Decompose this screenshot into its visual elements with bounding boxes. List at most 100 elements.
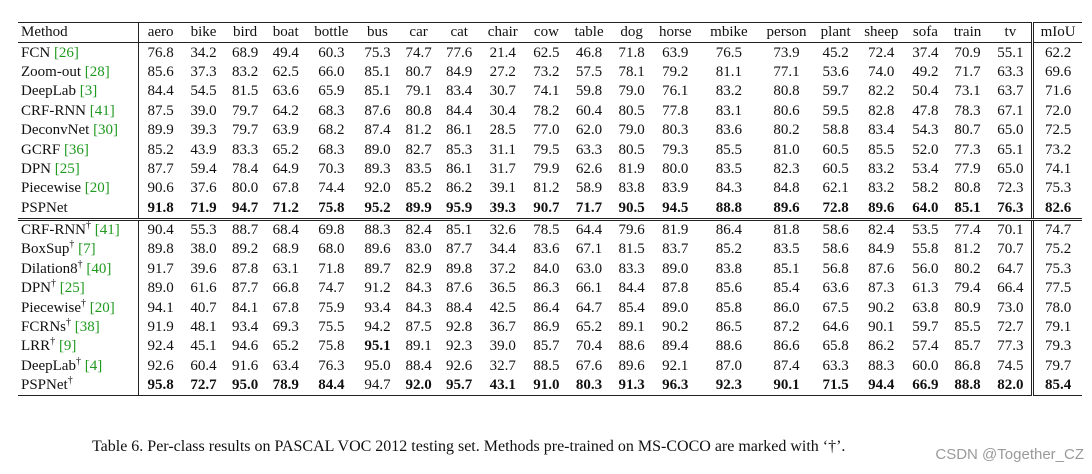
citation: [4] bbox=[84, 357, 103, 374]
value-cell: 80.5 bbox=[618, 102, 645, 119]
value-cell: 58.6 bbox=[822, 222, 849, 239]
table-row: PSPNet† 95.8 72.7 95.0 78.9 84.4 94.7 92.0 95.7 4… bbox=[18, 376, 1082, 397]
value-cell: 63.6 bbox=[822, 280, 849, 297]
value-cell: 90.4 bbox=[147, 222, 174, 239]
value-cell: 85.1 bbox=[364, 63, 391, 80]
value-cell: 71.7 bbox=[954, 63, 981, 80]
value-cell: 79.5 bbox=[533, 141, 560, 158]
table-row: Piecewise [20] 90.6 37.6 80.0 67.8 74.4 92.0 85… bbox=[18, 179, 1082, 199]
table-row: DeconvNet [30] 89.9 39.3 79.7 63.9 68.2 87.4 81… bbox=[18, 120, 1082, 141]
value-cell: 84.9 bbox=[868, 241, 895, 258]
value-cell: 95.0 bbox=[364, 357, 391, 374]
value-cell: 60.5 bbox=[822, 141, 849, 158]
value-cell: 79.0 bbox=[618, 122, 645, 139]
value-cell: 31.1 bbox=[489, 141, 516, 158]
value-cell: 62.5 bbox=[272, 63, 299, 80]
column-header: bike bbox=[182, 22, 225, 44]
value-cell: 87.6 bbox=[868, 260, 895, 277]
value-cell: 70.1 bbox=[997, 222, 1024, 239]
value-cell: 42.5 bbox=[489, 299, 516, 316]
value-cell: 82.3 bbox=[773, 160, 800, 177]
pretrained-mark: † bbox=[51, 278, 57, 290]
value-cell: 88.3 bbox=[364, 222, 391, 239]
value-cell: 77.5 bbox=[1031, 279, 1082, 299]
value-cell: 86.0 bbox=[773, 299, 800, 316]
value-cell: 64.7 bbox=[575, 299, 603, 316]
value-cell: 76.5 bbox=[715, 44, 743, 61]
value-cell: 62.5 bbox=[533, 44, 560, 61]
value-cell: 85.4 bbox=[618, 299, 645, 316]
value-cell: 75.2 bbox=[1031, 240, 1082, 260]
value-cell: 39.3 bbox=[479, 198, 527, 221]
value-cell: 45.1 bbox=[190, 338, 217, 355]
column-header: person bbox=[758, 22, 815, 44]
value-cell: 95.9 bbox=[439, 198, 480, 221]
value-cell: 65.8 bbox=[822, 338, 849, 355]
value-cell: 65.2 bbox=[272, 338, 299, 355]
value-cell: 54.3 bbox=[912, 122, 939, 139]
value-cell: 79.6 bbox=[618, 222, 645, 239]
value-cell: 67.5 bbox=[822, 299, 849, 316]
value-cell: 63.3 bbox=[575, 141, 603, 158]
value-cell: 63.4 bbox=[272, 357, 299, 374]
value-cell: 87.2 bbox=[773, 319, 800, 336]
value-cell: 83.1 bbox=[715, 102, 743, 119]
value-cell: 83.4 bbox=[446, 83, 473, 100]
value-cell: 72.3 bbox=[997, 180, 1024, 197]
value-cell: 87.4 bbox=[773, 357, 800, 374]
value-cell: 71.7 bbox=[566, 198, 612, 221]
method-cell: GCRF [36] bbox=[18, 140, 139, 160]
method-name: Dilation8 bbox=[21, 260, 78, 277]
value-cell: 77.0 bbox=[533, 122, 560, 139]
value-cell: 89.0 bbox=[147, 280, 174, 297]
value-cell: 55.8 bbox=[912, 241, 939, 258]
value-cell: 61.3 bbox=[912, 280, 939, 297]
value-cell: 80.7 bbox=[405, 63, 432, 80]
value-cell: 65.2 bbox=[272, 141, 299, 158]
value-cell: 63.3 bbox=[822, 357, 849, 374]
value-cell: 88.4 bbox=[446, 299, 473, 316]
value-cell: 79.4 bbox=[954, 280, 981, 297]
value-cell: 77.3 bbox=[954, 141, 981, 158]
method-name: PSPNet bbox=[21, 199, 68, 216]
method-name: FCN bbox=[21, 44, 51, 61]
column-header: mIoU bbox=[1031, 22, 1082, 44]
value-cell: 82.2 bbox=[868, 83, 895, 100]
value-cell: 94.7 bbox=[224, 198, 266, 221]
value-cell: 39.0 bbox=[190, 102, 217, 119]
method-cell: Piecewise† [20] bbox=[18, 297, 139, 318]
value-cell: 83.5 bbox=[715, 160, 743, 177]
table-row: DeepLab [3] 84.4 54.5 81.5 63.6 65.9 85.1 79.1 8… bbox=[18, 82, 1082, 102]
value-cell: 85.7 bbox=[954, 338, 981, 355]
value-cell: 78.0 bbox=[1031, 298, 1082, 318]
value-cell: 63.3 bbox=[997, 63, 1024, 80]
value-cell: 82.7 bbox=[405, 141, 432, 158]
value-cell: 87.5 bbox=[405, 319, 432, 336]
column-header: car bbox=[398, 22, 440, 44]
method-name: CRF-RNN bbox=[21, 102, 87, 119]
value-cell: 69.3 bbox=[272, 319, 299, 336]
value-cell: 62.2 bbox=[1031, 42, 1082, 63]
value-cell: 38.0 bbox=[190, 241, 217, 258]
citation: [25] bbox=[59, 280, 85, 297]
value-cell: 66.1 bbox=[575, 280, 603, 297]
value-cell: 83.2 bbox=[868, 180, 895, 197]
value-cell: 82.9 bbox=[405, 260, 432, 277]
value-cell: 89.7 bbox=[364, 260, 391, 277]
value-cell: 56.8 bbox=[822, 260, 849, 277]
value-cell: 72.4 bbox=[868, 44, 895, 61]
value-cell: 74.7 bbox=[318, 280, 345, 297]
value-cell: 90.1 bbox=[868, 319, 895, 336]
value-cell: 56.0 bbox=[912, 260, 939, 277]
column-header: tv bbox=[989, 22, 1033, 44]
value-cell: 91.2 bbox=[364, 280, 391, 297]
value-cell: 57.4 bbox=[912, 338, 939, 355]
value-cell: 85.2 bbox=[405, 180, 432, 197]
column-header: boat bbox=[265, 22, 306, 44]
value-cell: 49.2 bbox=[912, 63, 939, 80]
value-cell: 81.9 bbox=[662, 222, 689, 239]
method-cell: DPN [25] bbox=[18, 159, 139, 180]
pretrained-mark: † bbox=[80, 297, 86, 309]
value-cell: 91.3 bbox=[611, 376, 652, 397]
value-cell: 36.5 bbox=[489, 280, 516, 297]
